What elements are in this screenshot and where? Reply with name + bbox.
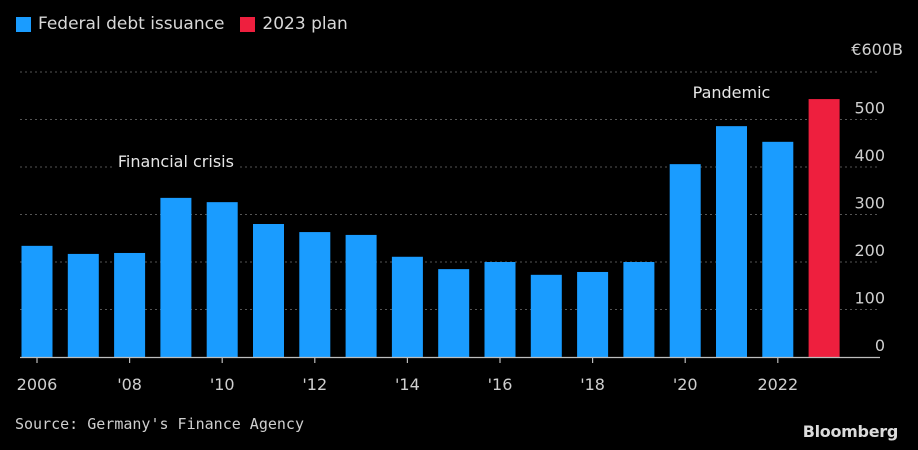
annotation-pandemic: Pandemic (693, 83, 771, 102)
source-note: Source: Germany's Finance Agency (15, 415, 304, 433)
x-tick-label: '20 (673, 375, 698, 394)
legend: Federal debt issuance 2023 plan (16, 14, 364, 34)
bar-2006 (21, 245, 53, 357)
y-tick-label: 400 (854, 146, 885, 165)
legend-swatch-2023-plan (240, 16, 256, 32)
bar-2010 (206, 202, 238, 357)
x-tick-label: '18 (580, 375, 605, 394)
annotation-background (689, 83, 774, 103)
y-tick-label: 500 (854, 99, 885, 118)
bar-2021 (716, 126, 747, 358)
bar-2014 (391, 256, 423, 357)
y-tick-label: 300 (854, 194, 885, 213)
x-tick-label: '08 (117, 375, 142, 394)
bar-2011 (253, 224, 284, 357)
bar-2012 (299, 232, 331, 357)
y-axis-unit-label: €600B (851, 40, 903, 59)
x-tick-label: '12 (302, 375, 327, 394)
legend-label: 2023 plan (262, 14, 348, 34)
x-tick-label: 2022 (757, 375, 798, 394)
bar-2015 (438, 269, 470, 357)
bar-2018 (577, 271, 609, 357)
bar-2007 (67, 253, 99, 357)
bar-2020 (669, 164, 701, 357)
legend-item-2023-plan: 2023 plan (240, 14, 348, 34)
bar-2017 (530, 274, 562, 357)
bar-2019 (623, 262, 655, 357)
bar-2008 (114, 252, 146, 357)
bar-2013 (345, 234, 377, 357)
legend-swatch-federal-debt (16, 16, 31, 32)
legend-label: Federal debt issuance (38, 14, 225, 34)
bar-2022 (762, 141, 794, 357)
bar-2016 (484, 262, 516, 357)
bloomberg-logo: Bloomberg (802, 422, 899, 441)
bar-2009 (160, 197, 192, 357)
annotation-financial-crisis: Financial crisis (118, 152, 234, 171)
y-tick-label: 100 (854, 289, 885, 308)
y-tick-label: 0 (875, 336, 885, 355)
y-tick-label: 200 (854, 241, 885, 260)
x-tick-label: '14 (395, 375, 420, 394)
annotation-background (114, 152, 237, 171)
x-tick-label: '10 (210, 375, 235, 394)
bar-2023 (808, 99, 840, 357)
x-tick-label: 2006 (17, 375, 58, 394)
x-tick-label: '16 (488, 375, 513, 394)
legend-item-federal-debt: Federal debt issuance (16, 14, 224, 34)
